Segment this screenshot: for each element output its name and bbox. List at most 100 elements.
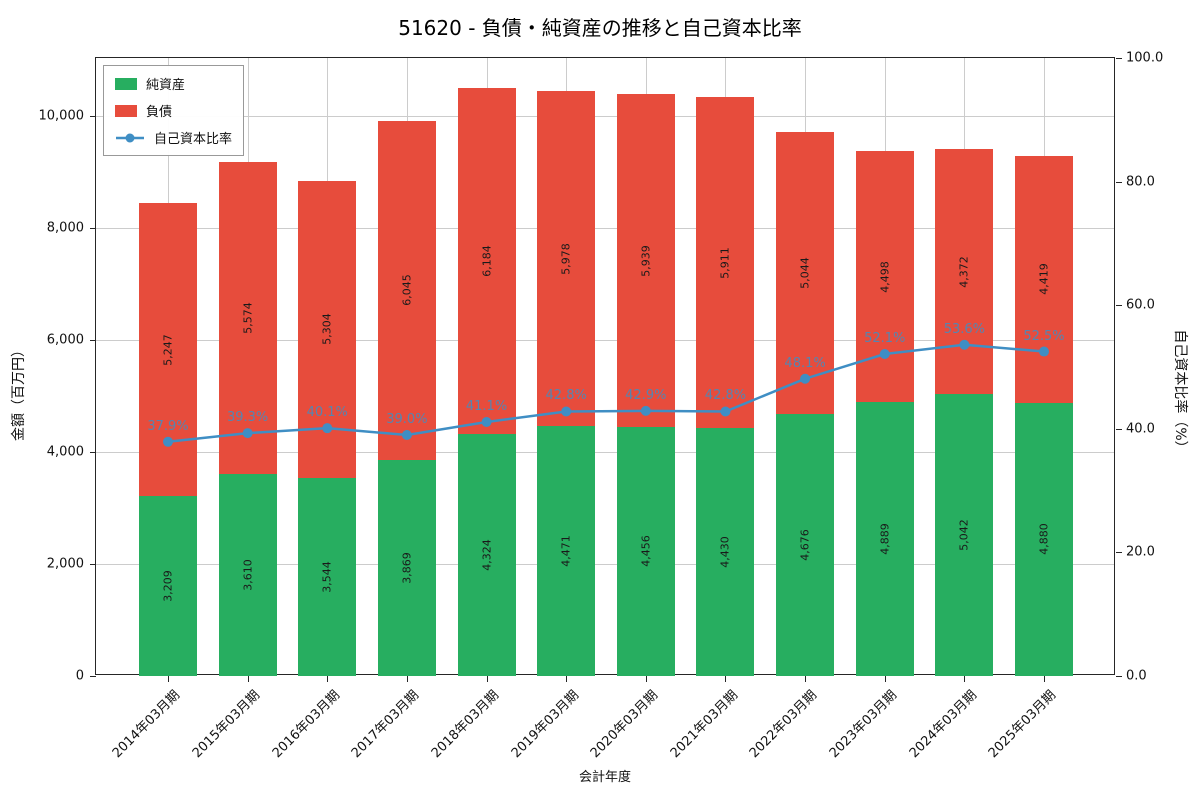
y-axis-tick-label-left: 4,000 (46, 444, 84, 460)
x-axis-tick-label: 2019年03月期 (508, 687, 582, 762)
y-axis-tick-label-left: 8,000 (46, 220, 84, 236)
legend-item-liabilities: 負債 (115, 101, 232, 120)
plot-area: 純資産 負債 自己資本比率 3,209 5,247 3,610 5,574 3,544 5… (39, 51, 1164, 762)
liabilities-bar (377, 121, 436, 460)
equity-ratio-value-label: 42.8% (545, 388, 587, 404)
x-axis-tick (327, 676, 329, 682)
liabilities-bar (537, 91, 596, 426)
y-axis-tick-right (1116, 181, 1122, 183)
x-axis-tick-label: 2018年03月期 (428, 687, 502, 762)
x-axis-tick-label: 2024年03月期 (906, 687, 980, 762)
x-axis-tick (805, 676, 807, 682)
net-assets-bar (1015, 402, 1073, 676)
x-axis-tick (884, 676, 886, 682)
equity-ratio-value-label: 39.3% (226, 410, 269, 426)
equity-ratio-point (163, 436, 173, 447)
equity-ratio-point (720, 406, 731, 417)
x-axis-tick-label: 2021年03月期 (667, 687, 741, 762)
liabilities-swatch-icon (115, 104, 137, 117)
net-assets-bar (935, 393, 994, 676)
x-axis-tick-label: 2015年03月期 (189, 687, 264, 762)
net-assets-bar (457, 434, 516, 676)
equity-ratio-point (242, 428, 253, 439)
equity-ratio-value-label: 42.9% (625, 387, 667, 403)
legend: 純資産 負債 自己資本比率 (103, 65, 245, 156)
net-assets-bar (776, 414, 835, 676)
net-assets-bar (696, 428, 755, 676)
equity-ratio-line-icon (116, 133, 144, 142)
equity-ratio-point (561, 406, 572, 417)
x-axis-tick-label: 2016年03月期 (269, 687, 343, 762)
x-axis-label: 会計年度 (578, 770, 632, 785)
x-axis-tick-label: 2023年03月期 (826, 687, 901, 762)
net-assets-bar (855, 402, 914, 676)
chart-title: 51620 - 負債・純資産の推移と自己資本比率 (398, 16, 802, 40)
equity-ratio-value-label: 48.1% (784, 355, 826, 371)
legend-label-equity-ratio: 自己資本比率 (154, 132, 233, 147)
x-axis-tick (406, 676, 408, 682)
liabilities-bar (616, 94, 675, 427)
equity-ratio-point (800, 373, 811, 384)
net-assets-swatch-icon (115, 77, 137, 90)
liabilities-bar (776, 132, 835, 415)
x-axis-tick (486, 676, 488, 682)
equity-ratio-point (401, 429, 412, 440)
x-axis-tick-label: 2020年03月期 (587, 687, 662, 762)
equity-ratio-value-label: 53.6% (943, 321, 986, 337)
x-axis-tick (645, 676, 647, 682)
liabilities-bar (139, 202, 197, 497)
gridline-horizontal (96, 564, 1114, 566)
y-axis-tick-right (1116, 428, 1122, 430)
gridline-horizontal (96, 452, 1114, 454)
legend-item-net-assets: 純資産 (115, 74, 232, 93)
net-assets-bar (218, 474, 277, 676)
liabilities-bar (935, 149, 994, 394)
y-axis-tick-label-right: 20.0 (1126, 544, 1155, 560)
liabilities-bar (457, 88, 516, 435)
gridline-horizontal (96, 340, 1114, 342)
y-axis-tick-label-right: 60.0 (1126, 297, 1155, 313)
y-axis-tick-left (90, 452, 96, 454)
equity-ratio-point (640, 405, 651, 416)
liabilities-bar (696, 97, 755, 429)
x-axis-tick-label: 2025年03月期 (986, 687, 1060, 762)
y-axis-tick-left (90, 676, 96, 677)
y-axis-tick-left (90, 228, 96, 230)
y-axis-tick-right (1116, 552, 1122, 554)
y-axis-tick-label-left: 10,000 (38, 108, 85, 124)
liabilities-bar (218, 162, 277, 474)
x-axis-tick (566, 676, 568, 682)
liabilities-bar (1015, 155, 1073, 403)
y-axis-tick-right (1116, 676, 1122, 677)
equity-ratio-line (163, 339, 1049, 447)
y-axis-label-left: 金額（百万円） (11, 343, 27, 441)
y-axis-tick-left (90, 564, 96, 566)
y-axis-tick-label-left: 0 (75, 668, 84, 684)
legend-label-liabilities: 負債 (146, 105, 173, 120)
legend-item-equity-ratio: 自己資本比率 (115, 128, 232, 147)
x-axis-tick (964, 676, 966, 682)
equity-ratio-value-label: 40.1% (306, 405, 348, 421)
net-assets-bar (139, 496, 197, 676)
net-assets-bar (377, 459, 436, 676)
x-axis-tick (168, 676, 169, 682)
net-assets-bar (616, 426, 675, 676)
x-axis-tick (725, 676, 727, 682)
equity-ratio-value-label: 39.0% (386, 411, 428, 427)
y-axis-tick-label-left: 2,000 (46, 556, 84, 572)
gridline-horizontal (96, 116, 1114, 118)
x-axis-tick (1044, 676, 1045, 682)
equity-ratio-point (879, 349, 890, 360)
y-axis-tick-label-right: 0.0 (1126, 668, 1147, 684)
equity-ratio-point (1039, 346, 1049, 357)
x-axis-tick-label: 2017年03月期 (349, 687, 423, 762)
y-axis-tick-left (90, 116, 96, 118)
y-axis-tick-label-left: 6,000 (46, 332, 84, 348)
y-axis-tick-left (90, 340, 96, 342)
y-axis-tick-label-right: 80.0 (1126, 174, 1155, 190)
equity-ratio-value-label: 37.9% (147, 418, 189, 434)
equity-ratio-value-label: 52.5% (1023, 328, 1065, 344)
y-axis-tick-label-right: 40.0 (1126, 421, 1155, 437)
net-assets-bar (298, 477, 357, 676)
